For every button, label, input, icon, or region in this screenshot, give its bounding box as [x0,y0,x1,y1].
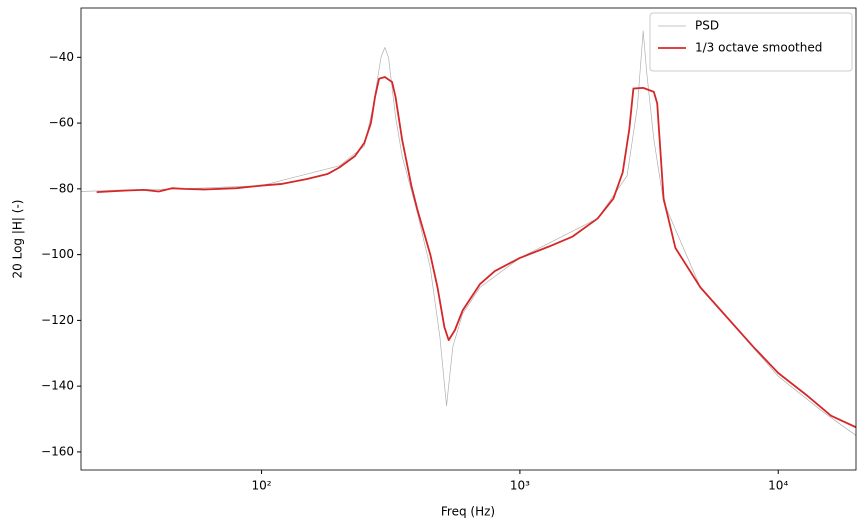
y-axis-label: 20 Log |H| (-) [11,200,25,279]
line-series [96,76,856,429]
line-series [81,30,856,436]
y-tick-label: −80 [49,181,74,195]
y-tick-label: −160 [41,444,74,458]
plot-area [81,30,856,436]
legend-label: 1/3 octave smoothed [695,41,822,55]
y-tick-label: −120 [41,313,74,327]
y-tick-label: −60 [49,116,74,130]
x-tick-label: 10² [252,479,272,493]
x-axis-label: Freq (Hz) [441,505,495,519]
y-tick-label: −40 [49,50,74,64]
legend-label: PSD [695,19,719,33]
axes-frame [80,7,857,471]
y-tick-label: −140 [41,379,74,393]
legend-box [649,12,853,72]
x-tick-label: 10⁴ [768,479,788,493]
y-tick-label: −100 [41,247,74,261]
x-tick-label: 10³ [510,479,530,493]
